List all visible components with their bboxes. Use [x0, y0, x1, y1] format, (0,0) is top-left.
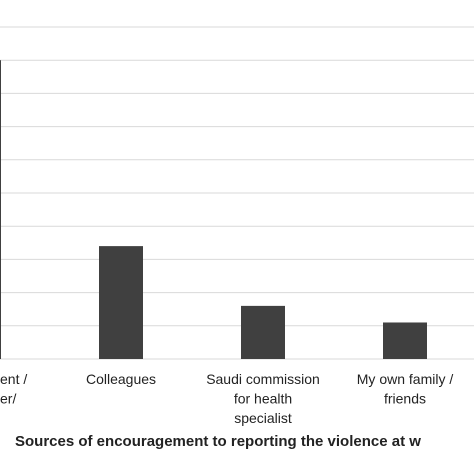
x-tick-label: My own family / friends: [357, 371, 454, 407]
bar: [241, 305, 285, 359]
x-tick-label: Colleagues: [86, 371, 156, 387]
x-tick-label: Saudi commission for health specialist: [206, 371, 320, 426]
x-tick-label: ent / er/: [0, 371, 27, 407]
x-axis-title: Sources of encouragement to reporting th…: [15, 433, 421, 450]
bar: [99, 246, 143, 359]
bar: [0, 60, 1, 359]
bar: [383, 322, 427, 359]
